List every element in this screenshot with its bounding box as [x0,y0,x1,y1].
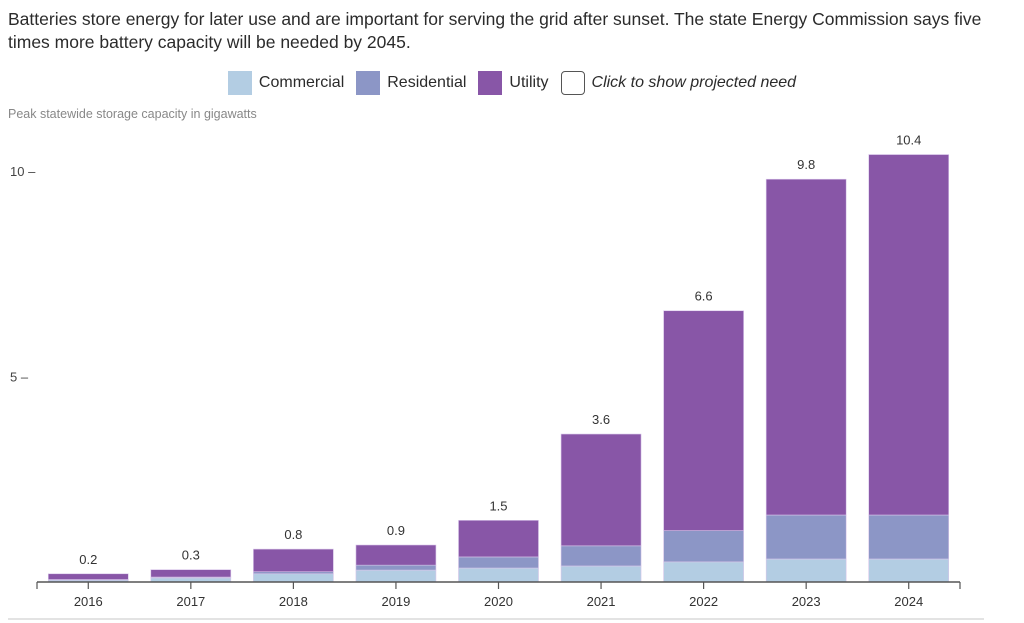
bar-segment-utility [253,548,334,573]
bar-total-label: 0.8 [284,527,302,542]
x-tick-label: 2021 [587,594,616,609]
chart-description: Batteries store energy for later use and… [8,9,982,52]
y-tick-label: 5 – [10,370,29,385]
projected-need-checkbox[interactable] [560,71,585,95]
bar-segment-utility [458,520,539,558]
bar-segment-commercial [765,558,847,583]
bar-segment-utility [663,310,744,531]
x-tick-label: 2017 [176,594,205,609]
bar-total-label: 0.3 [182,548,200,563]
legend-swatch-utility [478,71,503,95]
legend-item-residential: Residential [356,71,466,95]
x-tick-label: 2024 [894,594,923,609]
projected-need-label[interactable]: Click to show projected need [591,74,797,91]
x-tick-label: 2018 [279,594,308,609]
bar-segment-utility [47,573,129,580]
bar-total-label: 0.9 [387,523,405,538]
projected-need-toggle[interactable]: Click to show projected need [560,71,797,95]
bar-segment-utility [765,178,847,516]
bar-segment-utility [150,569,232,578]
legend-label-commercial: Commercial [258,74,345,91]
bar-segment-commercial [868,558,950,583]
bar-segment-utility [355,544,437,566]
bar-total-label: 10.4 [896,133,921,148]
legend-label-residential: Residential [387,74,467,91]
legend-swatch-commercial [227,71,252,95]
bar-segment-commercial [355,569,437,583]
x-tick-label: 2016 [74,594,103,609]
footer-divider [8,618,984,620]
bar-total-label: 3.6 [592,412,610,427]
bar-segment-residential [458,556,539,569]
bar-segment-residential [663,530,744,563]
legend: Commercial Residential Utility Click to … [0,70,1024,96]
bar-segment-commercial [253,573,334,583]
y-axis-title: Peak statewide storage capacity in gigaw… [8,107,257,121]
bar-total-label: 9.8 [797,157,815,172]
bar-total-label: 0.2 [79,552,97,567]
bar-segment-utility [560,433,642,547]
bar-segment-commercial [458,567,539,583]
bar-total-label: 6.6 [695,289,713,304]
legend-item-utility: Utility [478,71,549,95]
x-tick-label: 2020 [484,594,513,609]
bar-segment-commercial [560,565,642,583]
y-tick-label: 10 – [10,164,36,179]
bar-segment-residential [765,514,847,560]
bar-segment-utility [868,154,950,516]
bar-segment-commercial [663,561,744,583]
legend-swatch-residential [356,71,381,95]
legend-label-utility: Utility [509,74,549,91]
bar-segment-residential [253,571,334,575]
x-tick-label: 2022 [689,594,718,609]
bar-segment-residential [868,514,950,560]
bar-total-label: 1.5 [489,498,507,513]
x-tick-label: 2019 [381,594,410,609]
x-tick-label: 2023 [792,594,821,609]
bar-segment-residential [560,545,642,567]
legend-item-commercial: Commercial [227,71,345,95]
bar-segment-residential [355,564,437,571]
